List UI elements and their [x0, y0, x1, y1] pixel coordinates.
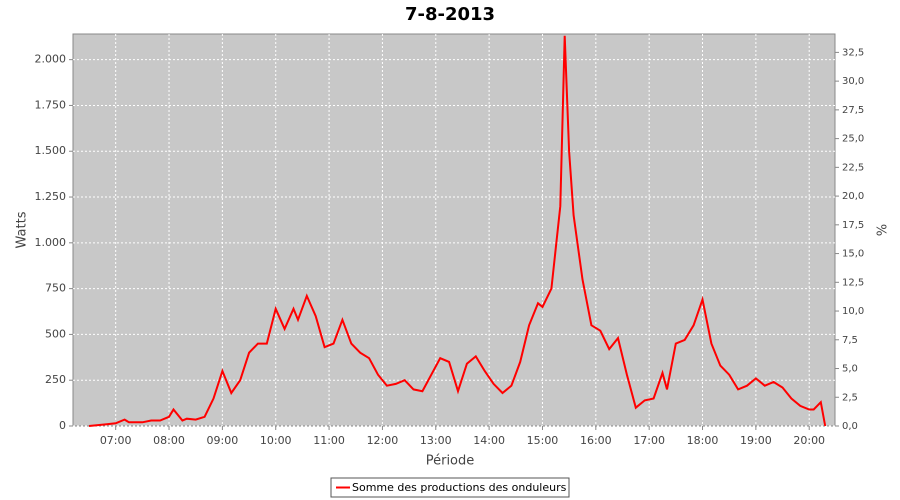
x-tick-label: 08:00: [153, 434, 185, 447]
y2-tick-label: 22,5: [842, 162, 864, 173]
x-tick-label: 20:00: [793, 434, 825, 447]
y-tick-label: 1.000: [35, 236, 67, 249]
x-tick-label: 16:00: [580, 434, 612, 447]
y2-tick-label: 7,5: [842, 335, 858, 346]
y-tick-label: 500: [45, 327, 66, 340]
x-axis-label: Période: [426, 454, 475, 469]
x-tick-label: 17:00: [633, 434, 665, 447]
y-tick-label: 2.000: [35, 53, 67, 66]
y2-tick-label: 30,0: [842, 76, 864, 87]
y-tick-label: 250: [45, 373, 66, 386]
x-tick-label: 09:00: [207, 434, 239, 447]
y-tick-label: 750: [45, 282, 66, 295]
y2-axis-label: %: [873, 224, 888, 236]
y-axis-label: Watts: [15, 211, 30, 248]
x-tick-label: 10:00: [260, 434, 292, 447]
y2-tick-label: 17,5: [842, 220, 864, 231]
y2-tick-label: 25,0: [842, 134, 864, 145]
x-tick-label: 13:00: [420, 434, 452, 447]
y2-tick-label: 2,5: [842, 392, 858, 403]
y2-tick-label: 27,5: [842, 105, 864, 116]
y2-tick-label: 12,5: [842, 277, 864, 288]
line: [88, 35, 827, 427]
x-tick-label: 15:00: [527, 434, 559, 447]
y2-tick-label: 10,0: [842, 306, 864, 317]
x-tick-label: 11:00: [313, 434, 345, 447]
y-tick-label: 1.250: [35, 190, 67, 203]
y2-tick-label: 5,0: [842, 364, 858, 375]
plot-area: [72, 33, 836, 427]
legend-label: Somme des productions des onduleurs: [352, 481, 567, 494]
y-tick-label: 1.500: [35, 144, 67, 157]
x-tick-label: 19:00: [740, 434, 772, 447]
legend: [330, 477, 570, 498]
y2-tick-label: 32,5: [842, 47, 864, 58]
y2-tick-label: 15,0: [842, 249, 864, 260]
chart-title: 7-8-2013: [405, 4, 495, 25]
x-tick-label: 14:00: [473, 434, 505, 447]
x-tick-label: 12:00: [367, 434, 399, 447]
x-tick-label: 07:00: [100, 434, 132, 447]
y2-tick-label: 20,0: [842, 191, 864, 202]
y-tick-label: 1.750: [35, 98, 67, 111]
y2-tick-label: 0,0: [842, 421, 858, 432]
y-tick-label: 0: [59, 419, 66, 432]
x-tick-label: 18:00: [687, 434, 719, 447]
